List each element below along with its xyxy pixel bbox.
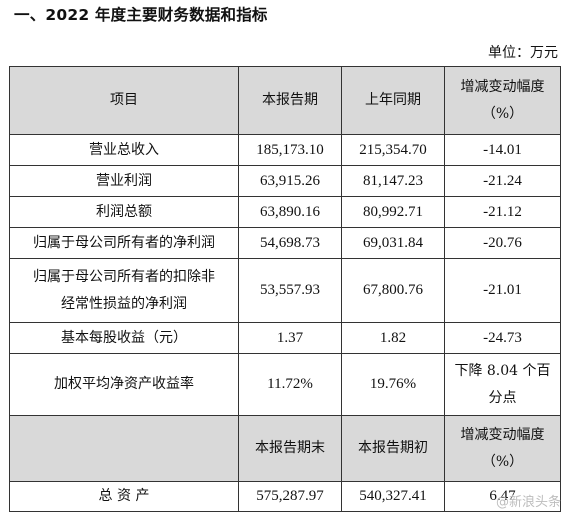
watermark: @新浪头条 bbox=[495, 495, 561, 510]
row-current: 11.72% bbox=[238, 353, 342, 416]
header-row-2: 本报告期末 本报告期初 增减变动幅度 （%） bbox=[9, 415, 561, 482]
row-change: -21.12 bbox=[444, 196, 561, 228]
row-change: -21.24 bbox=[444, 165, 561, 197]
row-current: 63,890.16 bbox=[238, 196, 342, 228]
row-prior: 80,992.71 bbox=[341, 196, 445, 228]
row-current: 53,557.93 bbox=[238, 258, 342, 323]
row-label-line1: 归属于母公司所有者的扣除非 bbox=[33, 268, 215, 285]
row-label: 利润总额 bbox=[9, 196, 239, 228]
financial-table: 项目 本报告期 上年同期 增减变动幅度 （%） 营业总收入 185,173.10… bbox=[9, 66, 561, 512]
row-prior: 540,327.41 bbox=[341, 481, 445, 512]
row-prior: 1.82 bbox=[341, 322, 445, 354]
header-row: 项目 本报告期 上年同期 增减变动幅度 （%） bbox=[9, 66, 561, 135]
header-item-blank bbox=[9, 415, 239, 482]
row-change: 下降 8.04 个百 分点 bbox=[444, 353, 561, 416]
header-current-end: 本报告期末 bbox=[238, 415, 342, 482]
row-prior: 19.76% bbox=[341, 353, 445, 416]
header-change-line1: 增减变动幅度 bbox=[460, 426, 545, 443]
row-label: 归属于母公司所有者的净利润 bbox=[9, 227, 239, 259]
row-label: 基本每股收益（元） bbox=[9, 322, 239, 354]
row-change: -24.73 bbox=[444, 322, 561, 354]
row-label: 总 资 产 bbox=[9, 481, 239, 512]
row-prior: 81,147.23 bbox=[341, 165, 445, 197]
row-change-line2: 分点 bbox=[488, 389, 517, 406]
header-prior-begin: 本报告期初 bbox=[341, 415, 445, 482]
table-row: 营业利润 63,915.26 81,147.23 -21.24 bbox=[9, 165, 561, 197]
row-change: -14.01 bbox=[444, 134, 561, 166]
row-prior: 67,800.76 bbox=[341, 258, 445, 323]
header-change: 增减变动幅度 （%） bbox=[444, 66, 561, 135]
table-row: 基本每股收益（元） 1.37 1.82 -24.73 bbox=[9, 322, 561, 354]
section-heading: 一、2022 年度主要财务数据和指标 bbox=[14, 6, 268, 24]
row-change: -20.76 bbox=[444, 227, 561, 259]
unit-label: 单位：万元 bbox=[488, 45, 558, 61]
row-prior: 215,354.70 bbox=[341, 134, 445, 166]
row-change: 6.47 bbox=[444, 481, 561, 512]
row-label: 营业总收入 bbox=[9, 134, 239, 166]
row-current: 54,698.73 bbox=[238, 227, 342, 259]
row-change: -21.01 bbox=[444, 258, 561, 323]
table-row: 归属于母公司所有者的扣除非 经常性损益的净利润 53,557.93 67,800… bbox=[9, 258, 561, 323]
header-change-line1: 增减变动幅度 bbox=[460, 78, 545, 95]
header-change-line2: （%） bbox=[481, 105, 524, 122]
table-row: 归属于母公司所有者的净利润 54,698.73 69,031.84 -20.76 bbox=[9, 227, 561, 259]
row-current: 185,173.10 bbox=[238, 134, 342, 166]
header-item: 项目 bbox=[9, 66, 239, 135]
row-label: 加权平均净资产收益率 bbox=[9, 353, 239, 416]
row-label: 营业利润 bbox=[9, 165, 239, 197]
row-current: 63,915.26 bbox=[238, 165, 342, 197]
table-row: 营业总收入 185,173.10 215,354.70 -14.01 bbox=[9, 134, 561, 166]
row-label-line2: 经常性损益的净利润 bbox=[61, 295, 187, 312]
table-row: 利润总额 63,890.16 80,992.71 -21.12 bbox=[9, 196, 561, 228]
table-row: 加权平均净资产收益率 11.72% 19.76% 下降 8.04 个百 分点 bbox=[9, 353, 561, 416]
header-prior: 上年同期 bbox=[341, 66, 445, 135]
row-change-line1: 下降 8.04 个百 bbox=[454, 362, 551, 379]
header-current: 本报告期 bbox=[238, 66, 342, 135]
row-prior: 69,031.84 bbox=[341, 227, 445, 259]
header-change: 增减变动幅度 （%） bbox=[444, 415, 561, 482]
row-current: 1.37 bbox=[238, 322, 342, 354]
row-current: 575,287.97 bbox=[238, 481, 342, 512]
row-label: 归属于母公司所有者的扣除非 经常性损益的净利润 bbox=[9, 258, 239, 323]
table-row: 总 资 产 575,287.97 540,327.41 6.47 bbox=[9, 481, 561, 512]
header-change-line2: （%） bbox=[481, 453, 524, 470]
